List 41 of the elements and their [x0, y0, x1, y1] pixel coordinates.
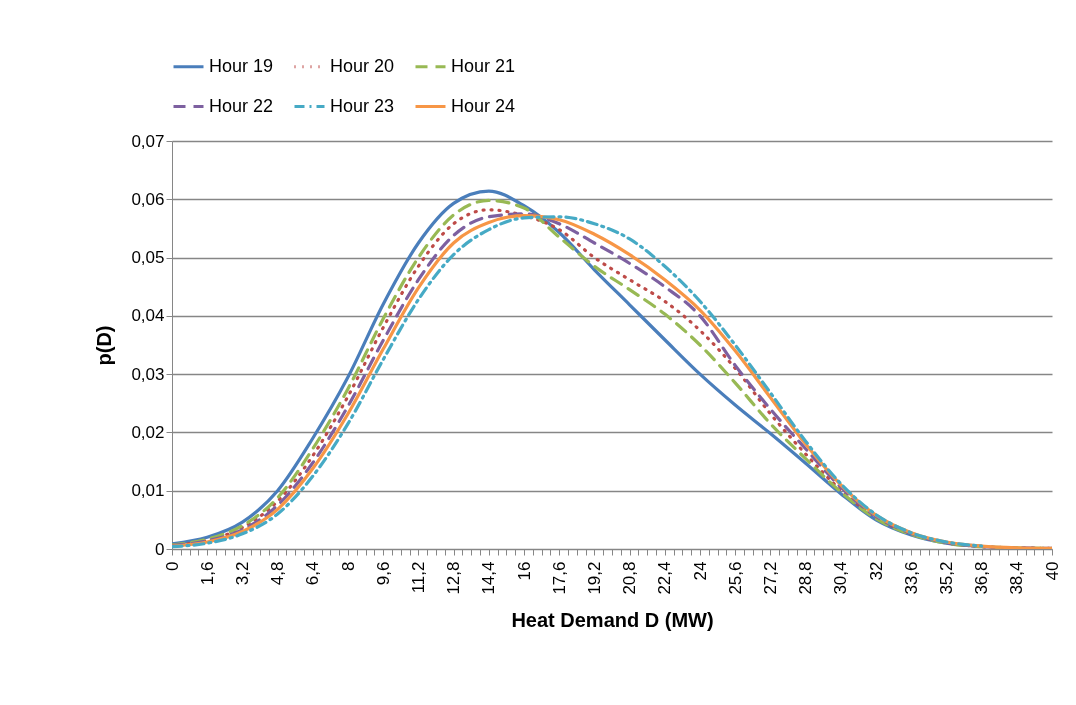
- y-axis-title: p(D): [93, 325, 116, 366]
- x-tick-label: 32: [866, 561, 886, 581]
- x-tick-label: 19,2: [584, 561, 604, 595]
- x-tick-label: 28,8: [796, 561, 816, 595]
- legend-label: Hour 22: [209, 95, 274, 116]
- legend-label: Hour 19: [209, 55, 274, 76]
- x-tick-label: 36,8: [972, 561, 992, 595]
- x-tick-label: 14,4: [479, 561, 499, 595]
- x-axis-title: Heat Demand D (MW): [511, 608, 714, 631]
- x-tick-label: 12,8: [444, 561, 464, 595]
- x-tick-label: 17,6: [549, 561, 569, 595]
- x-tick-label: 9,6: [373, 561, 393, 586]
- legend-label: Hour 24: [451, 95, 516, 116]
- x-tick-label: 16: [514, 561, 534, 581]
- legend-label: Hour 20: [330, 55, 395, 76]
- x-tick-label: 40: [1042, 561, 1062, 581]
- y-tick-label: 0,03: [131, 364, 165, 384]
- x-tick-label: 8: [338, 561, 358, 571]
- legend-label: Hour 21: [451, 55, 516, 76]
- x-tick-label: 4,8: [268, 561, 288, 586]
- x-tick-label: 1,6: [197, 561, 217, 586]
- x-tick-label: 33,6: [901, 561, 921, 595]
- x-tick-label: 20,8: [620, 561, 640, 595]
- x-tick-label: 24: [690, 561, 710, 581]
- y-tick-label: 0,04: [131, 306, 165, 326]
- x-tick-label: 35,2: [936, 561, 956, 595]
- x-tick-label: 25,6: [725, 561, 745, 595]
- x-tick-label: 0: [162, 561, 182, 571]
- legend-label: Hour 23: [330, 95, 395, 116]
- y-tick-label: 0,05: [131, 248, 165, 268]
- y-tick-label: 0,06: [131, 189, 165, 209]
- x-tick-label: 27,2: [760, 561, 780, 595]
- x-tick-label: 22,4: [655, 561, 675, 595]
- y-tick-label: 0,07: [131, 131, 165, 151]
- x-tick-label: 3,2: [232, 561, 252, 586]
- x-tick-label: 11,2: [408, 561, 428, 594]
- x-tick-label: 38,4: [1007, 561, 1027, 595]
- x-tick-label: 6,4: [303, 561, 323, 586]
- y-tick-label: 0,01: [131, 481, 165, 501]
- x-tick-label: 30,4: [831, 561, 851, 595]
- y-tick-label: 0,02: [131, 422, 165, 442]
